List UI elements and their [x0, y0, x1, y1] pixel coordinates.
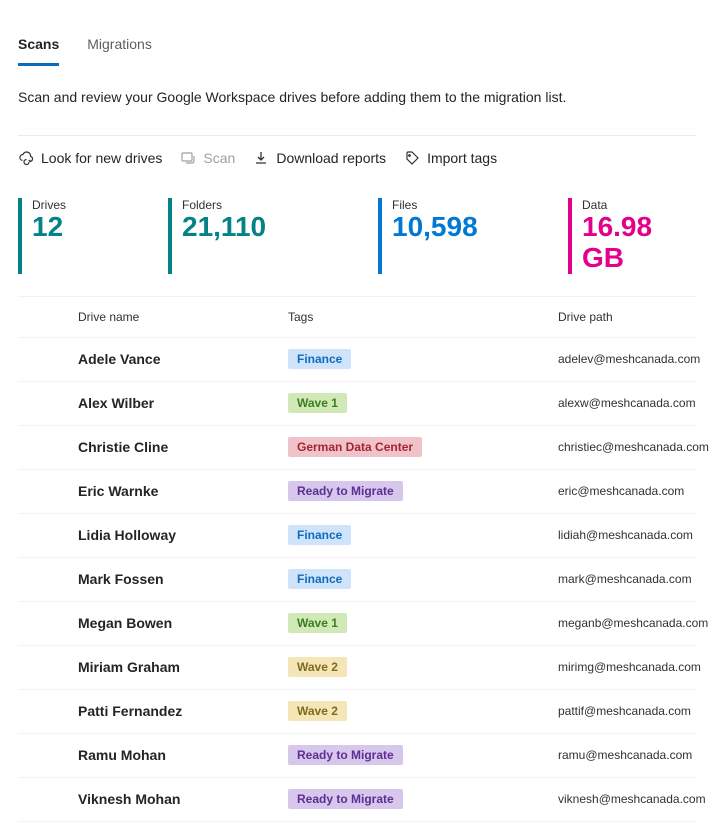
- drive-name: Miriam Graham: [78, 659, 288, 675]
- table-header: Drive name Tags Drive path: [18, 296, 696, 338]
- stats-bar: Drives 12 Folders 21,110 Files 10,598 Da…: [18, 198, 696, 274]
- drive-name: Lidia Holloway: [78, 527, 288, 543]
- toolbar: Look for new drives Scan Download report…: [18, 136, 696, 180]
- drives-table: Drive name Tags Drive path Adele VanceFi…: [18, 296, 696, 822]
- tag-icon: [404, 150, 420, 166]
- tab-scans[interactable]: Scans: [18, 28, 59, 66]
- tag-badge: Ready to Migrate: [288, 481, 403, 501]
- download-reports-button[interactable]: Download reports: [253, 150, 386, 166]
- stat-data: Data 16.98 GB: [568, 198, 696, 274]
- table-row[interactable]: Mark FossenFinance mark@meshcanada.com: [18, 558, 696, 602]
- drive-path: eric@meshcanada.com: [558, 484, 696, 498]
- page-description: Scan and review your Google Workspace dr…: [18, 89, 696, 105]
- tag-badge: Ready to Migrate: [288, 789, 403, 809]
- scan-button: Scan: [180, 150, 235, 166]
- drive-name: Megan Bowen: [78, 615, 288, 631]
- drive-name: Mark Fossen: [78, 571, 288, 587]
- tag-badge: Wave 1: [288, 393, 347, 413]
- cloud-refresh-icon: [18, 150, 34, 166]
- drive-path: christiec@meshcanada.com: [558, 440, 709, 454]
- drive-name: Adele Vance: [78, 351, 288, 367]
- stat-data-label: Data: [582, 198, 666, 212]
- stat-folders: Folders 21,110: [168, 198, 378, 274]
- stat-files-label: Files: [392, 198, 538, 212]
- drive-path: ramu@meshcanada.com: [558, 748, 696, 762]
- col-tags[interactable]: Tags: [288, 310, 558, 324]
- table-row[interactable]: Megan BowenWave 1meganb@meshcanada.com: [18, 602, 696, 646]
- look-for-drives-label: Look for new drives: [41, 150, 162, 166]
- stat-drives-value: 12: [32, 212, 138, 243]
- tag-badge: Wave 2: [288, 701, 347, 721]
- table-row[interactable]: Miriam GrahamWave 2mirimg@meshcanada.com: [18, 646, 696, 690]
- drive-name: Ramu Mohan: [78, 747, 288, 763]
- drive-path: adelev@meshcanada.com: [558, 352, 700, 366]
- drive-path: mirimg@meshcanada.com: [558, 660, 701, 674]
- stat-drives-label: Drives: [32, 198, 138, 212]
- tag-badge: Finance: [288, 525, 351, 545]
- drive-name: Christie Cline: [78, 439, 288, 455]
- download-reports-label: Download reports: [276, 150, 386, 166]
- download-icon: [253, 150, 269, 166]
- table-row[interactable]: Adele VanceFinanceadelev@meshcanada.com: [18, 338, 696, 382]
- import-tags-label: Import tags: [427, 150, 497, 166]
- stat-files-value: 10,598: [392, 212, 538, 243]
- tag-badge: Wave 2: [288, 657, 347, 677]
- drive-name: Viknesh Mohan: [78, 791, 288, 807]
- tag-badge: Finance: [288, 349, 351, 369]
- scan-label: Scan: [203, 150, 235, 166]
- table-row[interactable]: Christie ClineGerman Data Centerchristie…: [18, 426, 696, 470]
- table-row[interactable]: Lidia HollowayFinance lidiah@meshcanada.c…: [18, 514, 696, 558]
- stat-files: Files 10,598: [378, 198, 568, 274]
- stat-data-value: 16.98 GB: [582, 212, 666, 274]
- drive-path: alexw@meshcanada.com: [558, 396, 696, 410]
- table-row[interactable]: Alex WilberWave 1 alexw@meshcanada.com: [18, 382, 696, 426]
- col-drive-path[interactable]: Drive path: [558, 310, 696, 324]
- table-row[interactable]: Patti FernandezWave 2 pattif@meshcanada.c…: [18, 690, 696, 734]
- table-row[interactable]: Viknesh MohanReady to Migrateviknesh@mes…: [18, 778, 696, 822]
- tag-badge: Wave 1: [288, 613, 347, 633]
- tag-badge: Finance: [288, 569, 351, 589]
- drive-name: Patti Fernandez: [78, 703, 288, 719]
- drive-path: mark@meshcanada.com: [558, 572, 696, 586]
- stat-folders-label: Folders: [182, 198, 348, 212]
- stat-drives: Drives 12: [18, 198, 168, 274]
- tag-badge: German Data Center: [288, 437, 422, 457]
- drive-name: Eric Warnke: [78, 483, 288, 499]
- drive-path: pattif@meshcanada.com: [558, 704, 696, 718]
- drive-path: viknesh@meshcanada.com: [558, 792, 706, 806]
- drive-path: lidiah@meshcanada.com: [558, 528, 696, 542]
- drive-name: Alex Wilber: [78, 395, 288, 411]
- tabs-bar: Scans Migrations: [18, 0, 696, 67]
- drive-path: meganb@meshcanada.com: [558, 616, 708, 630]
- table-row[interactable]: Eric WarnkeReady to Migrate eric@meshcana…: [18, 470, 696, 514]
- stat-folders-value: 21,110: [182, 212, 348, 243]
- scan-icon: [180, 150, 196, 166]
- import-tags-button[interactable]: Import tags: [404, 150, 497, 166]
- table-row[interactable]: Ramu MohanReady to Migrate ramu@meshcanad…: [18, 734, 696, 778]
- col-drive-name[interactable]: Drive name: [78, 310, 288, 324]
- tab-migrations[interactable]: Migrations: [87, 28, 152, 66]
- tag-badge: Ready to Migrate: [288, 745, 403, 765]
- look-for-drives-button[interactable]: Look for new drives: [18, 150, 162, 166]
